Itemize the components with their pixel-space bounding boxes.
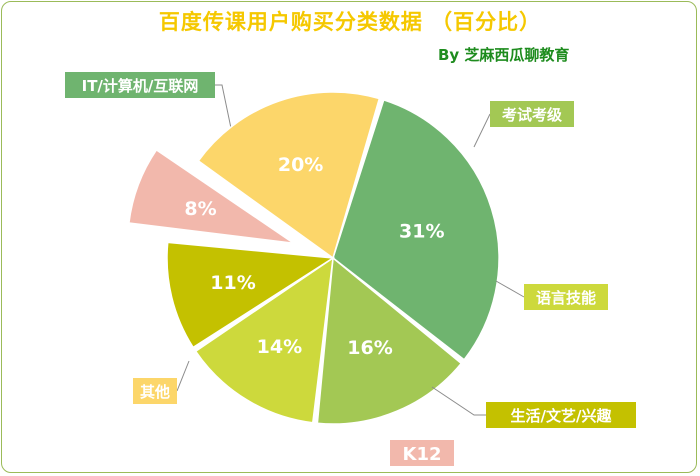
slice-2-label-box — [490, 101, 574, 127]
slice-4-label-box — [486, 402, 636, 428]
slice-1-label-box — [65, 72, 215, 98]
slice-4 — [166, 241, 336, 349]
slice-5-label-box — [390, 440, 454, 466]
slice-2-leader-line — [473, 113, 491, 148]
slice-3-leader-line — [495, 280, 525, 298]
slice-6-leader-line — [176, 360, 190, 392]
slice-3-percent-label: 14% — [257, 336, 302, 358]
slice-6-percent-label: 20% — [278, 154, 323, 176]
slice-2 — [316, 256, 463, 425]
slice-3 — [194, 256, 334, 424]
slice-2-percent-label: 16% — [347, 337, 392, 359]
slice-6-label-box — [133, 378, 177, 404]
slice-4-category-label: 生活/文艺/兴趣 — [511, 407, 613, 425]
slice-1 — [332, 99, 500, 361]
slice-3-category-label: 语言技能 — [536, 289, 596, 307]
slice-4-leader-line — [431, 386, 486, 416]
slice-6 — [197, 91, 381, 260]
slice-1-category-label: IT/计算机/互联网 — [82, 77, 199, 95]
slice-4-percent-label: 11% — [210, 272, 255, 294]
slice-6-category-label: 其他 — [140, 383, 170, 401]
slice-5 — [128, 148, 295, 244]
slice-5-category-label: K12 — [403, 444, 442, 465]
slice-2-category-label: 考试考级 — [502, 106, 563, 124]
chart-title: 百度传课用户购买分类数据 （百分比） — [158, 10, 542, 34]
slice-1-leader-line — [215, 84, 233, 134]
slice-5-percent-label: 8% — [184, 198, 216, 220]
slice-3-label-box — [524, 284, 608, 310]
slice-1-percent-label: 31% — [399, 221, 444, 243]
chart-subtitle: By 芝麻西瓜聊教育 — [438, 46, 570, 64]
